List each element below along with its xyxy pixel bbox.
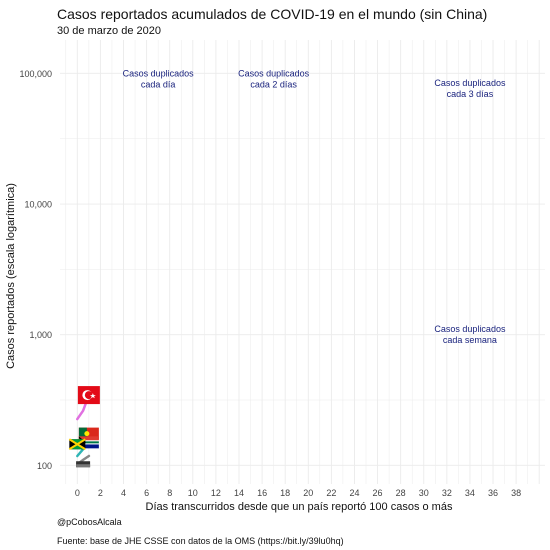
x-tick-label: 32 [442,488,452,498]
flag-markers [68,386,100,468]
x-tick-label: 8 [167,488,172,498]
y-tick-label: 1,000 [29,330,52,340]
x-tick-label: 18 [280,488,290,498]
x-tick-label: 4 [121,488,126,498]
author-credit: @pCobosAlcala [57,517,122,527]
flag-generic-dark-icon [76,461,91,468]
flag-turkey-icon [77,386,100,405]
reference-label: Casos duplicados cada semana [434,324,506,345]
x-tick-label: 14 [234,488,244,498]
grid-lines [60,40,545,484]
reference-label: Casos duplicados cada 3 días [434,78,506,99]
reference-label: Casos duplicados cada 2 días [238,68,310,89]
x-tick-label: 22 [326,488,336,498]
reference-label: Casos duplicados cada día [123,68,195,89]
x-tick-label: 36 [488,488,498,498]
x-tick-labels: 0 2 4 6 8 10 12 14 16 18 20 22 24 26 28 30 32 34 36 38 [75,488,521,498]
x-tick-label: 24 [349,488,359,498]
x-tick-label: 16 [257,488,267,498]
y-tick-label: 10,000 [24,200,52,210]
reference-labels: Casos duplicados cada día Casos duplicados… [123,68,506,345]
x-tick-label: 2 [98,488,103,498]
x-tick-label: 30 [419,488,429,498]
chart-subtitle: 30 de marzo de 2020 [57,25,161,37]
x-tick-label: 20 [303,488,313,498]
x-tick-label: 26 [373,488,383,498]
x-tick-label: 6 [144,488,149,498]
source-note: Fuente: base de JHE CSSE con datos de la… [57,536,344,546]
x-axis-label: Días transcurridos desde que un país rep… [146,501,453,513]
y-tick-label: 100,000 [19,69,52,79]
chart-title: Casos reportados acumulados de COVID-19 … [57,6,488,22]
x-tick-label: 0 [75,488,80,498]
x-tick-label: 28 [396,488,406,498]
x-tick-label: 12 [211,488,221,498]
y-axis-label: Casos reportados (escala logarítmica) [5,183,17,369]
x-tick-label: 38 [511,488,521,498]
x-tick-label: 34 [465,488,475,498]
x-tick-label: 10 [188,488,198,498]
y-tick-label: 100 [37,461,52,471]
flag-jamaica-icon [68,438,86,451]
y-tick-labels: 100 1,000 10,000 100,000 [19,69,52,471]
